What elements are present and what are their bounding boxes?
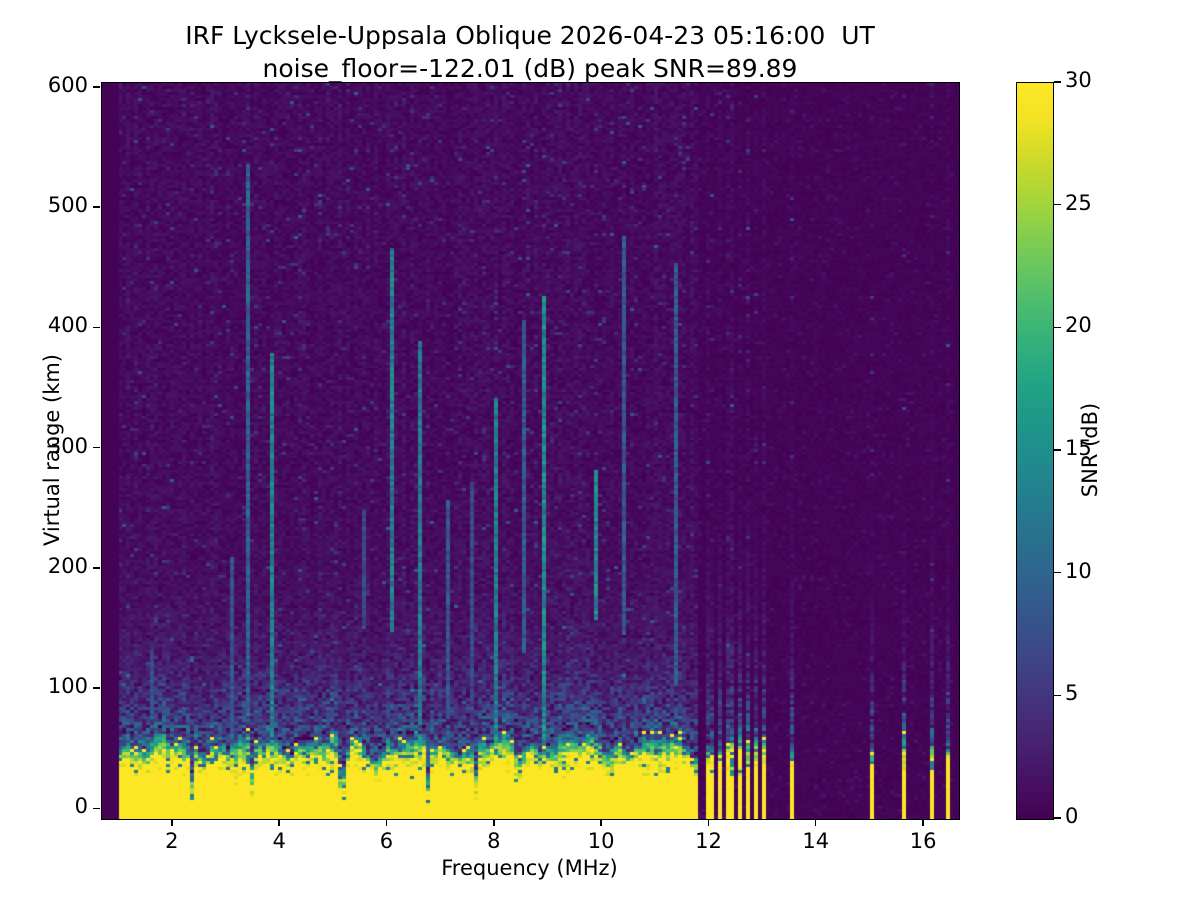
colorbar-tick-mark <box>1054 326 1061 329</box>
x-axis-label: Frequency (MHz) <box>441 856 618 880</box>
x-tick-label: 14 <box>802 829 830 853</box>
x-tick-mark <box>707 819 710 826</box>
x-tick-label: 4 <box>272 829 286 853</box>
x-tick-label: 16 <box>909 829 937 853</box>
x-tick-mark <box>385 819 388 826</box>
y-tick-label: 600 <box>47 72 88 97</box>
colorbar-tick-label: 25 <box>1065 190 1092 215</box>
colorbar-gradient <box>1017 83 1053 819</box>
x-tick-mark <box>815 819 817 826</box>
x-tick-mark <box>171 819 173 826</box>
colorbar-tick-mark <box>1054 571 1061 574</box>
colorbar-tick-label: 15 <box>1065 436 1092 460</box>
y-tick-label: 300 <box>47 433 88 458</box>
y-tick-mark <box>93 807 100 810</box>
colorbar[interactable] <box>1016 82 1054 820</box>
colorbar-tick-label: 20 <box>1065 313 1092 338</box>
title-line-2: noise_floor=-122.01 (dB) peak SNR=89.89 <box>262 53 798 83</box>
colorbar-label: SNR (dB) <box>1078 402 1102 498</box>
y-tick-mark <box>93 567 100 569</box>
colorbar-tick-mark <box>1054 694 1061 697</box>
colorbar-tick-label: 0 <box>1065 804 1079 828</box>
colorbar-tick-mark <box>1054 817 1061 819</box>
colorbar-tick-mark <box>1054 203 1061 206</box>
title-line-1: IRF Lycksele-Uppsala Oblique 2026-04-23 … <box>185 21 875 50</box>
x-tick-label: 10 <box>587 829 615 853</box>
y-tick-label: 400 <box>47 313 88 338</box>
y-tick-mark <box>93 206 100 208</box>
colorbar-tick-mark <box>1054 449 1061 451</box>
x-tick-label: 2 <box>165 829 179 853</box>
colorbar-tick-mark <box>1054 81 1061 83</box>
y-tick-mark <box>93 687 100 689</box>
x-tick-label: 12 <box>695 829 722 853</box>
y-tick-label: 100 <box>47 674 88 699</box>
y-tick-label: 500 <box>47 193 88 218</box>
y-tick-mark <box>93 446 100 449</box>
heatmap-plot-area[interactable] <box>101 82 960 820</box>
x-tick-mark <box>278 819 280 826</box>
colorbar-tick-label: 5 <box>1065 681 1079 706</box>
x-tick-mark <box>493 819 495 826</box>
y-tick-mark <box>93 326 100 329</box>
x-tick-mark <box>600 819 602 826</box>
y-tick-mark <box>93 86 100 88</box>
x-tick-label: 8 <box>487 829 501 853</box>
y-tick-label: 200 <box>47 553 88 578</box>
colorbar-tick-label: 30 <box>1065 68 1092 92</box>
chart-title: IRF Lycksele-Uppsala Oblique 2026-04-23 … <box>0 20 1060 85</box>
colorbar-tick-label: 10 <box>1065 558 1092 583</box>
x-tick-mark <box>922 819 924 826</box>
ionogram-heatmap-canvas <box>102 83 959 819</box>
y-tick-label: 0 <box>74 794 88 819</box>
x-tick-label: 6 <box>379 829 394 853</box>
y-axis-label: Virtual range (km) <box>40 353 64 547</box>
